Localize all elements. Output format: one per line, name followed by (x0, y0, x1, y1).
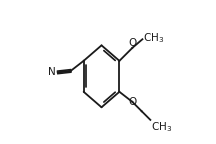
Text: O: O (129, 97, 137, 107)
Text: CH$_3$: CH$_3$ (143, 32, 164, 45)
Text: N: N (48, 67, 56, 77)
Text: O: O (128, 38, 137, 48)
Text: CH$_3$: CH$_3$ (151, 121, 172, 134)
